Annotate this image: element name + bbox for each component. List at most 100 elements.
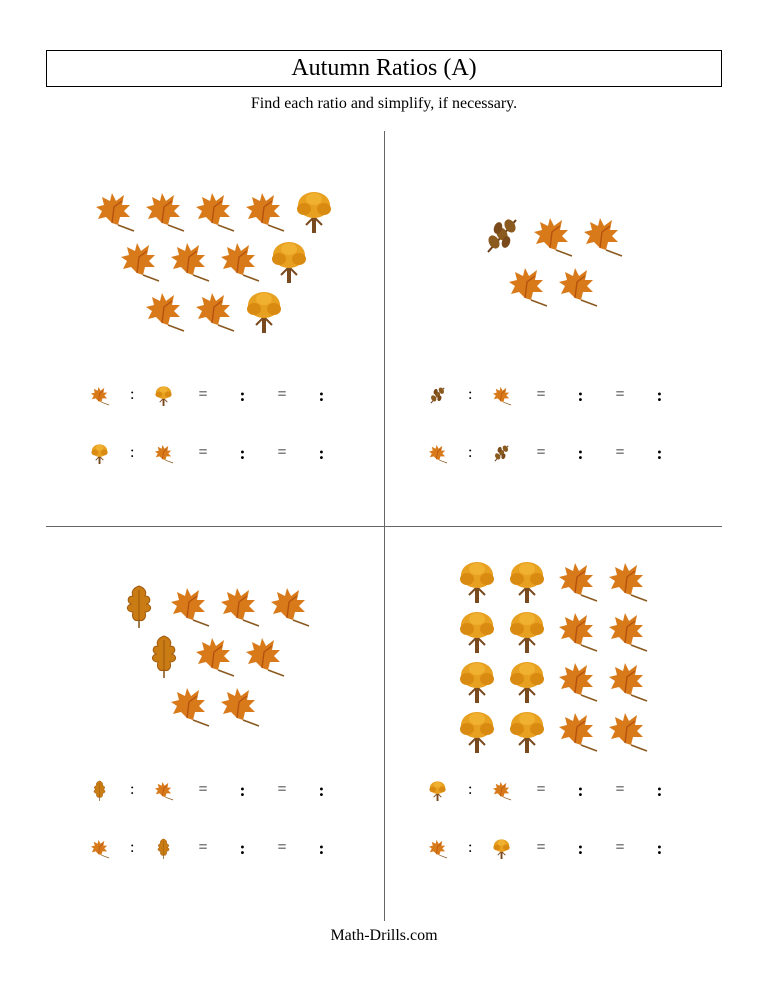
maple_leaf-icon xyxy=(427,837,449,859)
oak_branch-icon xyxy=(480,212,526,258)
maple_leaf-icon xyxy=(505,262,551,308)
colon-text: : xyxy=(468,386,472,404)
tree-icon xyxy=(267,237,313,283)
equals-text: = xyxy=(611,444,628,462)
equals-text: = xyxy=(611,386,628,404)
pictograph-row xyxy=(455,657,651,703)
ratio-line: :=:=: xyxy=(418,433,710,473)
oak_branch-icon xyxy=(427,384,449,406)
tree-icon xyxy=(242,287,288,333)
maple_leaf-icon xyxy=(192,632,238,678)
pictograph xyxy=(58,540,372,770)
pictograph-row xyxy=(92,187,338,233)
pictograph-row xyxy=(505,262,601,308)
pictograph-row xyxy=(455,607,651,653)
maple_leaf-icon xyxy=(242,632,288,678)
colon-text: : xyxy=(130,839,134,857)
tree-icon xyxy=(455,557,501,603)
blank-ratio: : xyxy=(301,838,343,859)
pictograph-row xyxy=(117,237,313,283)
maple_leaf-icon xyxy=(153,779,175,801)
maple_leaf-icon xyxy=(92,187,138,233)
maple_leaf-icon xyxy=(192,287,238,333)
tree-icon xyxy=(292,187,338,233)
equals-text: = xyxy=(194,839,211,857)
maple_leaf-icon xyxy=(153,779,175,801)
maple_leaf-icon xyxy=(267,582,313,628)
tree-icon xyxy=(455,707,501,753)
tree-icon xyxy=(505,607,551,653)
page-subtitle: Find each ratio and simplify, if necessa… xyxy=(46,95,722,113)
tree-icon xyxy=(427,779,449,801)
tree-icon xyxy=(505,707,551,753)
maple_leaf-icon xyxy=(167,682,213,728)
equals-text: = xyxy=(532,386,549,404)
tree-icon xyxy=(292,187,338,233)
oak_leaf-icon xyxy=(117,582,163,628)
quadrant-4: :=:=::=:=: xyxy=(384,526,722,921)
maple_leaf-icon xyxy=(242,187,288,233)
equals-text: = xyxy=(273,839,290,857)
ratio-line: :=:=: xyxy=(418,375,710,415)
oak_branch-icon xyxy=(491,442,513,464)
maple_leaf-icon xyxy=(167,582,213,628)
tree-icon xyxy=(505,557,551,603)
colon-text: : xyxy=(468,781,472,799)
maple_leaf-icon xyxy=(555,262,601,308)
answer-lines: : =: =:: =: =: xyxy=(80,770,372,868)
oak_leaf-icon xyxy=(117,582,163,628)
maple_leaf-icon xyxy=(89,837,111,859)
ratio-line: :=:=: xyxy=(80,375,372,415)
blank-ratio: : xyxy=(221,838,263,859)
maple_leaf-icon xyxy=(267,582,313,628)
maple_leaf-icon xyxy=(605,657,651,703)
equals-text: = xyxy=(273,444,290,462)
maple_leaf-icon xyxy=(505,262,551,308)
worksheet-page: Autumn Ratios (A) Find each ratio and si… xyxy=(0,0,768,975)
maple_leaf-icon xyxy=(217,582,263,628)
answer-lines: :=:=::=:=: xyxy=(80,375,372,473)
maple_leaf-icon xyxy=(555,657,601,703)
tree-icon xyxy=(153,384,175,406)
tree-icon xyxy=(505,557,551,603)
maple_leaf-icon xyxy=(427,442,449,464)
blank-ratio: : xyxy=(639,385,681,406)
maple_leaf-icon xyxy=(167,582,213,628)
oak_leaf-icon xyxy=(89,779,111,801)
maple_leaf-icon xyxy=(555,557,601,603)
tree-icon xyxy=(267,237,313,283)
pictograph-row xyxy=(142,287,288,333)
equals-text: = xyxy=(273,386,290,404)
maple_leaf-icon xyxy=(192,187,238,233)
pictograph xyxy=(58,145,372,375)
pictograph-row xyxy=(167,682,263,728)
ratio-line: : =: =: xyxy=(80,828,372,868)
tree-icon xyxy=(455,707,501,753)
maple_leaf-icon xyxy=(605,607,651,653)
maple_leaf-icon xyxy=(605,557,651,603)
maple_leaf-icon xyxy=(89,384,111,406)
blank-ratio: : xyxy=(559,443,601,464)
colon-text: : xyxy=(130,386,134,404)
maple_leaf-icon xyxy=(117,237,163,283)
blank-ratio: : xyxy=(639,838,681,859)
maple_leaf-icon xyxy=(142,187,188,233)
maple_leaf-icon xyxy=(580,212,626,258)
maple_leaf-icon xyxy=(605,557,651,603)
tree-icon xyxy=(505,707,551,753)
quadrant-grid: :=:=::=:=: :=:=::=:=: :=:=::=:=: :=:=::=… xyxy=(46,131,722,921)
pictograph-row xyxy=(455,707,651,753)
pictograph-row xyxy=(117,582,313,628)
tree-icon xyxy=(455,607,501,653)
blank-ratio: : xyxy=(221,385,263,406)
maple_leaf-icon xyxy=(192,287,238,333)
maple_leaf-icon xyxy=(89,384,111,406)
pictograph xyxy=(396,145,710,375)
blank-ratio: : xyxy=(559,780,601,801)
tree-icon xyxy=(89,442,111,464)
maple_leaf-icon xyxy=(491,779,513,801)
maple_leaf-icon xyxy=(491,384,513,406)
ratio-line: :=:=: xyxy=(80,433,372,473)
maple_leaf-icon xyxy=(530,212,576,258)
maple_leaf-icon xyxy=(217,237,263,283)
